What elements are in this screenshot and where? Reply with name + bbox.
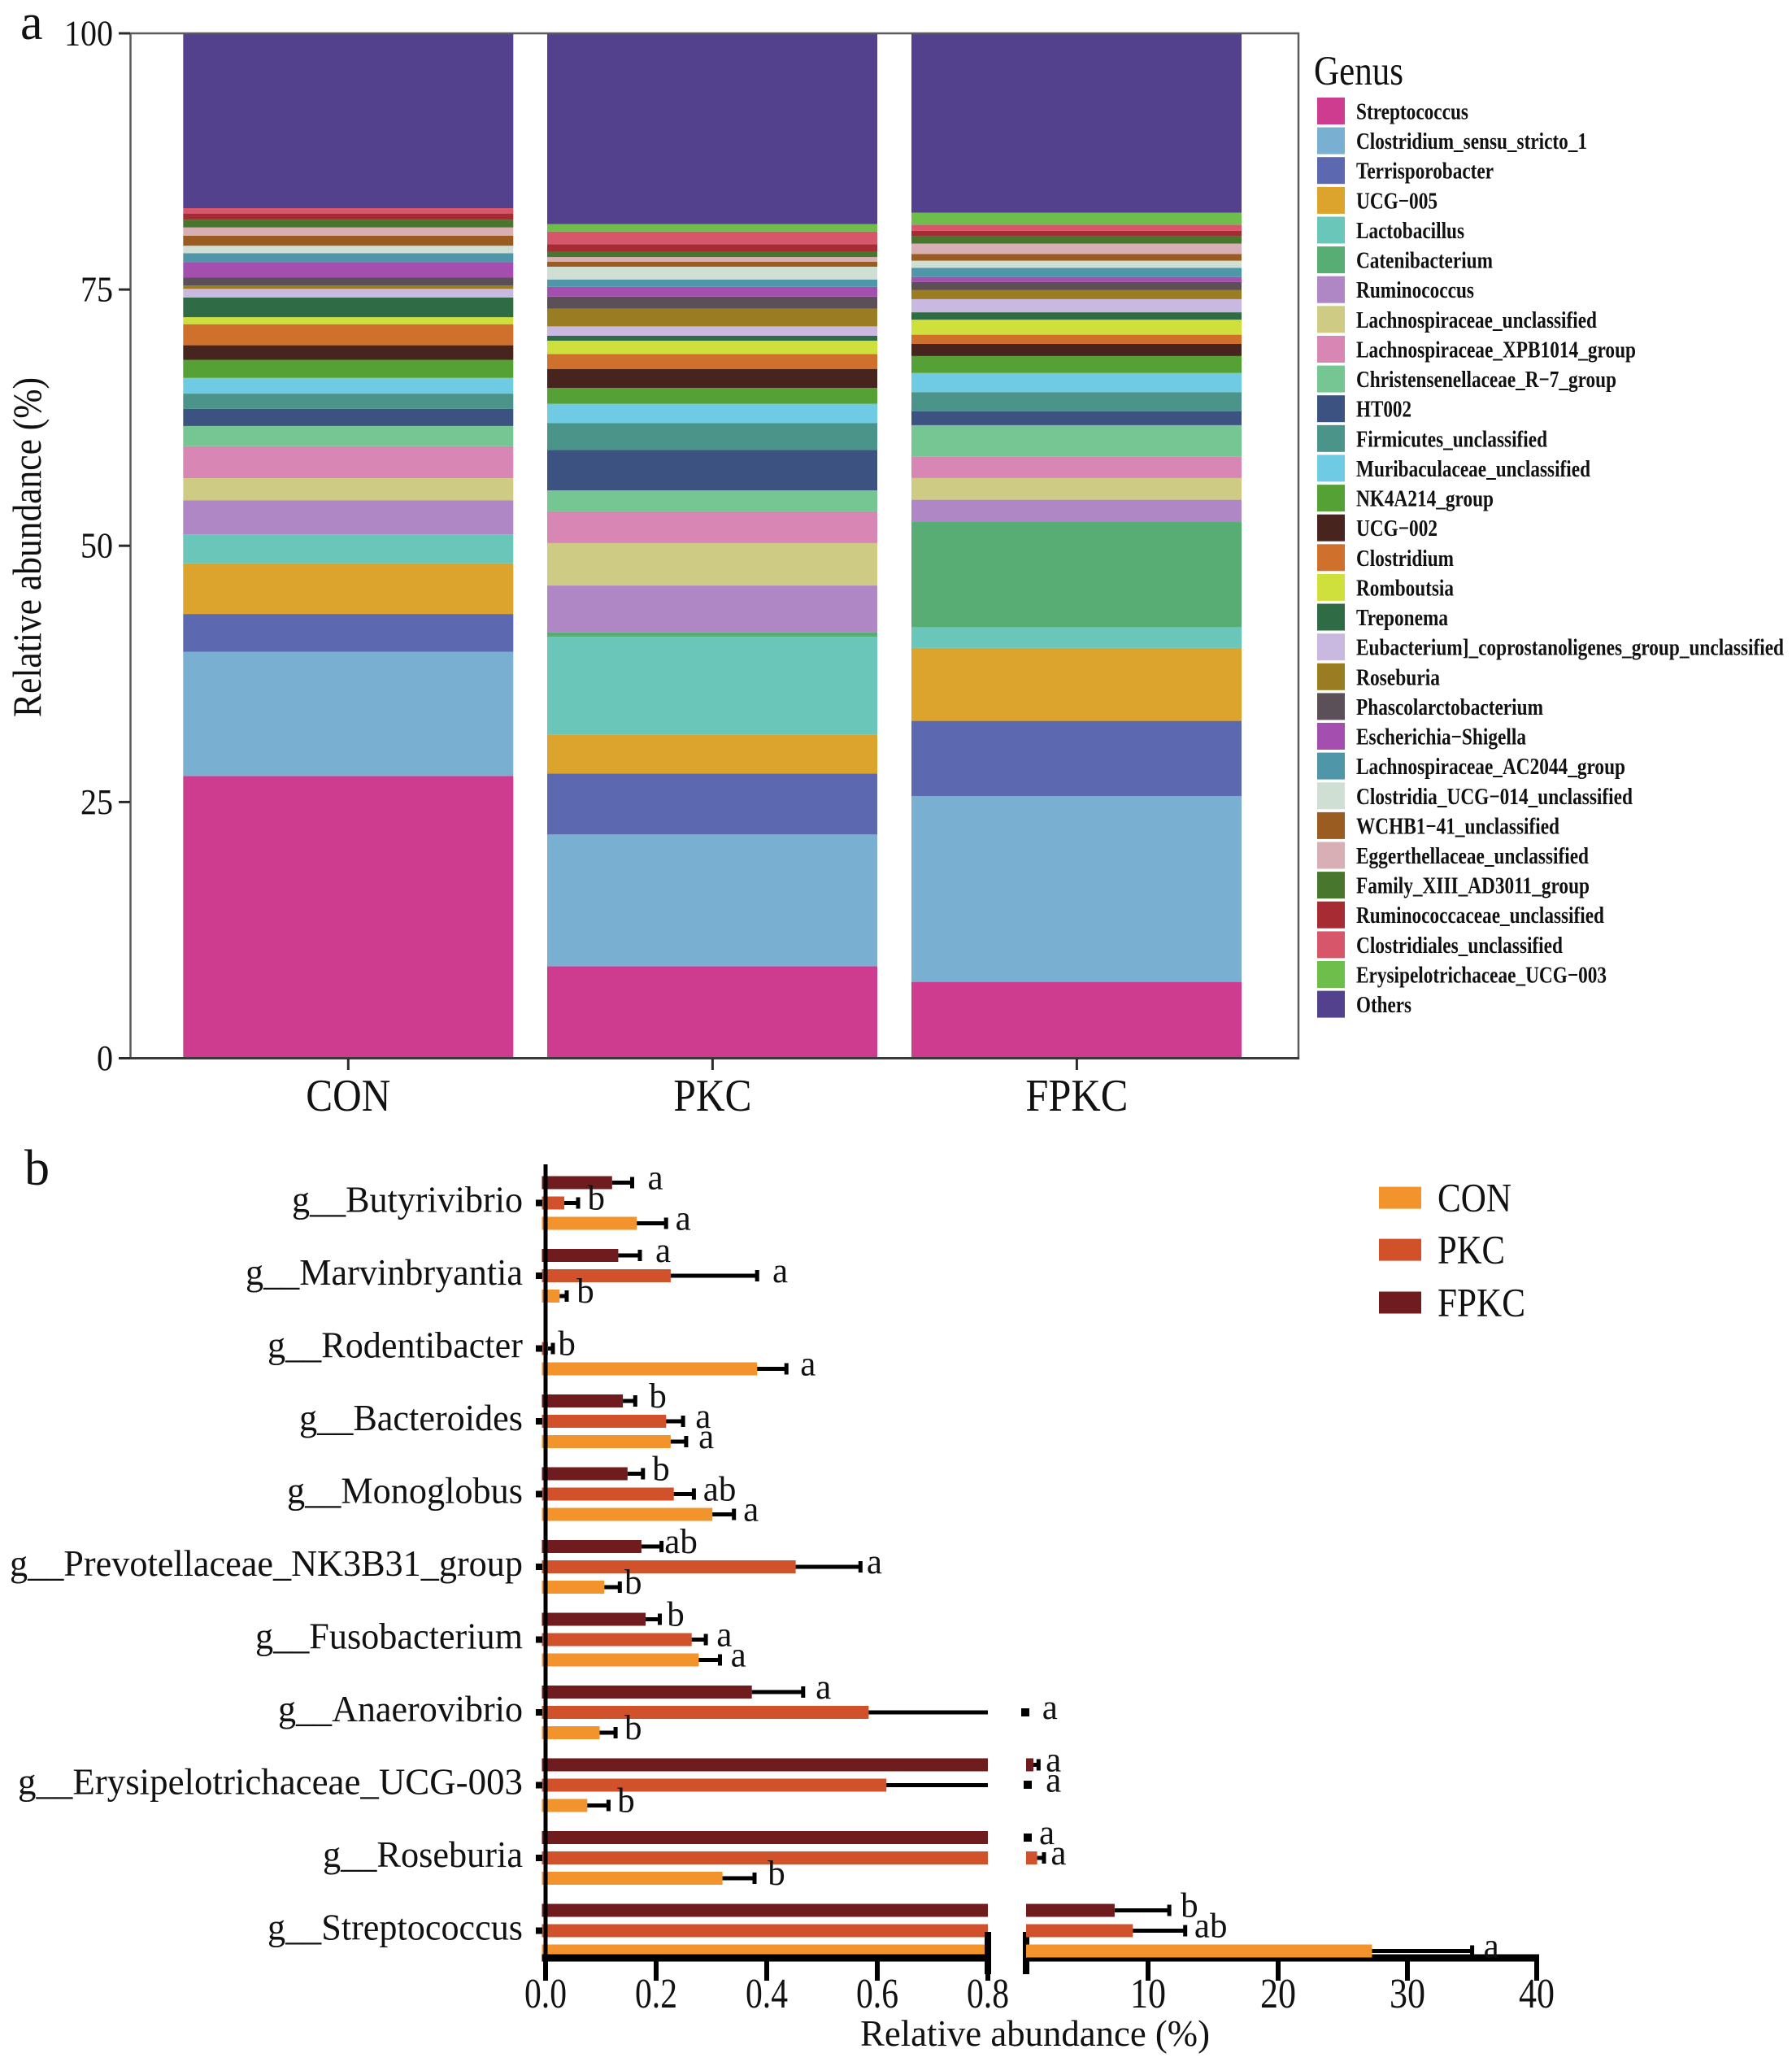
svg-text:0.0: 0.0 — [524, 1971, 567, 2017]
svg-text:Others: Others — [1356, 992, 1411, 1018]
svg-text:10: 10 — [1130, 1971, 1166, 2017]
svg-text:b: b — [1181, 1887, 1198, 1925]
svg-text:Clostridiales_unclassified: Clostridiales_unclassified — [1356, 933, 1563, 959]
svg-text:a: a — [1039, 1814, 1055, 1852]
svg-text:Eubacterium]_coprostanoligenes: Eubacterium]_coprostanoligenes_group_unc… — [1356, 635, 1784, 661]
svg-text:20: 20 — [1260, 1971, 1296, 2017]
svg-text:Romboutsia: Romboutsia — [1356, 575, 1454, 601]
svg-text:Firmicutes_unclassified: Firmicutes_unclassified — [1356, 426, 1547, 452]
svg-text:100: 100 — [64, 14, 113, 54]
svg-text:50: 50 — [80, 526, 113, 566]
svg-text:ab: ab — [703, 1471, 737, 1509]
svg-text:Escherichia−Shigella: Escherichia−Shigella — [1356, 724, 1526, 750]
svg-text:40: 40 — [1519, 1971, 1555, 2017]
svg-text:UCG−002: UCG−002 — [1356, 516, 1438, 542]
svg-text:a: a — [731, 1637, 746, 1675]
svg-text:g__Rodentibacter: g__Rodentibacter — [267, 1325, 523, 1366]
svg-text:FPKC: FPKC — [1438, 1280, 1525, 1325]
svg-text:a: a — [20, 0, 43, 50]
svg-text:a: a — [867, 1543, 882, 1581]
svg-text:Phascolarctobacterium: Phascolarctobacterium — [1356, 694, 1543, 720]
svg-text:Lachnospiraceae_unclassified: Lachnospiraceae_unclassified — [1356, 307, 1597, 333]
svg-text:b: b — [652, 1451, 670, 1489]
svg-text:a: a — [743, 1491, 759, 1529]
svg-text:Treponema: Treponema — [1356, 605, 1448, 631]
svg-text:Erysipelotrichaceae_UCG−003: Erysipelotrichaceae_UCG−003 — [1356, 962, 1607, 988]
svg-text:0.4: 0.4 — [746, 1971, 788, 2017]
svg-text:b: b — [667, 1596, 685, 1634]
svg-text:75: 75 — [80, 270, 113, 310]
svg-text:Lachnospiraceae_AC2044_group: Lachnospiraceae_AC2044_group — [1356, 754, 1625, 780]
svg-text:25: 25 — [80, 782, 113, 822]
svg-text:a: a — [1042, 1689, 1058, 1727]
svg-text:g__Marvinbryantia: g__Marvinbryantia — [246, 1251, 523, 1293]
svg-text:CON: CON — [306, 1071, 390, 1121]
svg-text:a: a — [698, 1418, 714, 1456]
svg-text:a: a — [655, 1232, 671, 1270]
svg-text:Eggerthellaceae_unclassified: Eggerthellaceae_unclassified — [1356, 843, 1589, 869]
svg-text:ab: ab — [664, 1523, 698, 1561]
svg-text:Clostridia_UCG−014_unclassifie: Clostridia_UCG−014_unclassified — [1356, 784, 1633, 810]
svg-text:PKC: PKC — [673, 1071, 751, 1121]
svg-text:a: a — [1046, 1742, 1061, 1780]
svg-text:a: a — [676, 1200, 691, 1238]
svg-text:Clostridium_sensu_stricto_1: Clostridium_sensu_stricto_1 — [1356, 128, 1587, 154]
svg-text:g__Bacteroides: g__Bacteroides — [299, 1397, 523, 1438]
svg-text:b: b — [617, 1782, 635, 1821]
svg-text:Relative abundance (%): Relative abundance (%) — [4, 377, 50, 717]
svg-text:g__Erysipelotrichaceae_UCG-003: g__Erysipelotrichaceae_UCG-003 — [18, 1761, 523, 1803]
svg-text:a: a — [648, 1159, 663, 1198]
svg-text:Clostridium: Clostridium — [1356, 546, 1454, 572]
svg-text:g__Prevotellaceae_NK3B31_group: g__Prevotellaceae_NK3B31_group — [10, 1542, 523, 1584]
svg-text:a: a — [1046, 1762, 1061, 1800]
svg-text:Lactobacillus: Lactobacillus — [1356, 218, 1464, 244]
svg-text:b: b — [588, 1180, 606, 1218]
svg-text:HT002: HT002 — [1356, 397, 1411, 423]
svg-text:0.6: 0.6 — [856, 1971, 898, 2017]
svg-text:b: b — [649, 1377, 667, 1416]
svg-text:Terrisporobacter: Terrisporobacter — [1356, 159, 1494, 185]
svg-text:g__Roseburia: g__Roseburia — [323, 1834, 523, 1875]
svg-text:a: a — [800, 1346, 816, 1384]
svg-text:g__Fusobacterium: g__Fusobacterium — [255, 1616, 523, 1657]
svg-text:ab: ab — [1194, 1908, 1228, 1946]
svg-text:b: b — [624, 1564, 642, 1602]
svg-text:b: b — [24, 1141, 50, 1196]
svg-text:Streptococcus: Streptococcus — [1356, 99, 1468, 125]
svg-text:0: 0 — [97, 1038, 113, 1078]
svg-text:b: b — [624, 1709, 642, 1747]
svg-text:a: a — [716, 1616, 732, 1655]
svg-text:FPKC: FPKC — [1025, 1071, 1128, 1121]
svg-text:WCHB1−41_unclassified: WCHB1−41_unclassified — [1356, 813, 1559, 839]
svg-text:Ruminococcaceae_unclassified: Ruminococcaceae_unclassified — [1356, 903, 1604, 929]
svg-text:0.2: 0.2 — [635, 1971, 677, 2017]
svg-text:a: a — [1484, 1928, 1499, 1966]
svg-text:b: b — [576, 1272, 594, 1311]
svg-text:Lachnospiraceae_XPB1014_group: Lachnospiraceae_XPB1014_group — [1356, 337, 1636, 363]
svg-text:30: 30 — [1390, 1971, 1425, 2017]
svg-text:a: a — [772, 1252, 788, 1290]
svg-text:a: a — [816, 1668, 831, 1707]
svg-text:0.8: 0.8 — [967, 1971, 1009, 2017]
svg-text:a: a — [1050, 1834, 1066, 1873]
svg-text:a: a — [695, 1398, 711, 1436]
svg-text:g__Anaerovibrio: g__Anaerovibrio — [278, 1688, 523, 1729]
svg-text:g__Butyrivibrio: g__Butyrivibrio — [292, 1179, 523, 1220]
svg-text:b: b — [768, 1855, 785, 1893]
svg-text:Genus: Genus — [1314, 49, 1403, 94]
svg-text:Roseburia: Roseburia — [1356, 664, 1440, 690]
svg-text:Muribaculaceae_unclassified: Muribaculaceae_unclassified — [1356, 456, 1590, 482]
svg-text:UCG−005: UCG−005 — [1356, 188, 1438, 214]
svg-text:b: b — [558, 1325, 576, 1364]
svg-text:Ruminococcus: Ruminococcus — [1356, 277, 1474, 303]
svg-text:Relative abundance (%): Relative abundance (%) — [860, 2012, 1210, 2054]
svg-text:NK4A214_group: NK4A214_group — [1356, 486, 1494, 512]
svg-text:g__Monoglobus: g__Monoglobus — [287, 1470, 523, 1512]
svg-text:PKC: PKC — [1438, 1227, 1505, 1272]
svg-text:Christensenellaceae_R−7_group: Christensenellaceae_R−7_group — [1356, 367, 1616, 393]
svg-text:Catenibacterium: Catenibacterium — [1356, 248, 1493, 274]
svg-text:CON: CON — [1438, 1175, 1511, 1220]
svg-text:g__Streptococcus: g__Streptococcus — [267, 1907, 523, 1948]
svg-text:Family_XIII_AD3011_group: Family_XIII_AD3011_group — [1356, 873, 1590, 899]
